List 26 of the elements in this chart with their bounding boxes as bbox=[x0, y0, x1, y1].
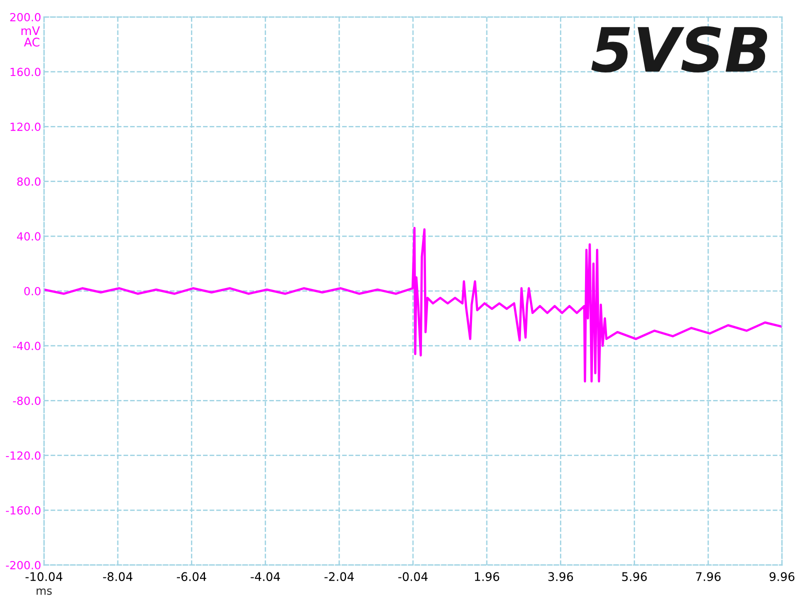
y-tick-label: 80.0 bbox=[17, 177, 40, 186]
y-tick-label: -160.0 bbox=[6, 506, 40, 515]
x-tick-label: -8.04 bbox=[103, 572, 132, 582]
y-tick-label: 0.0 bbox=[24, 286, 40, 296]
y-tick-label: 120.0 bbox=[10, 122, 40, 131]
y-tick-label: 160.0 bbox=[10, 68, 40, 76]
y-tick-label: -80.0 bbox=[13, 396, 40, 405]
y-axis-title: mV AC bbox=[21, 26, 40, 47]
y-tick-label: -40.0 bbox=[13, 342, 40, 350]
x-tick-label: 3.96 bbox=[548, 572, 573, 582]
y-tick-label: 40.0 bbox=[17, 232, 40, 241]
y-tick-label: 200.0 bbox=[10, 12, 40, 22]
x-tick-label: 1.96 bbox=[474, 572, 500, 582]
x-tick-label: -6.04 bbox=[176, 572, 206, 582]
x-tick-label: 7.96 bbox=[696, 572, 721, 582]
x-tick-label: 5.96 bbox=[622, 572, 647, 582]
y-tick-label: -200.0 bbox=[6, 560, 40, 570]
x-tick-label: -0.04 bbox=[398, 572, 428, 582]
x-tick-label: 9.96 bbox=[770, 572, 794, 582]
chart-title: 5VSB bbox=[591, 26, 768, 73]
x-tick-label: -2.04 bbox=[324, 572, 354, 582]
y-tick-label: -120.0 bbox=[6, 451, 40, 460]
line-series bbox=[44, 226, 782, 383]
x-tick-label: -10.04 bbox=[26, 572, 62, 582]
x-axis-title: ms bbox=[36, 588, 52, 595]
x-tick-label: -4.04 bbox=[250, 572, 280, 582]
